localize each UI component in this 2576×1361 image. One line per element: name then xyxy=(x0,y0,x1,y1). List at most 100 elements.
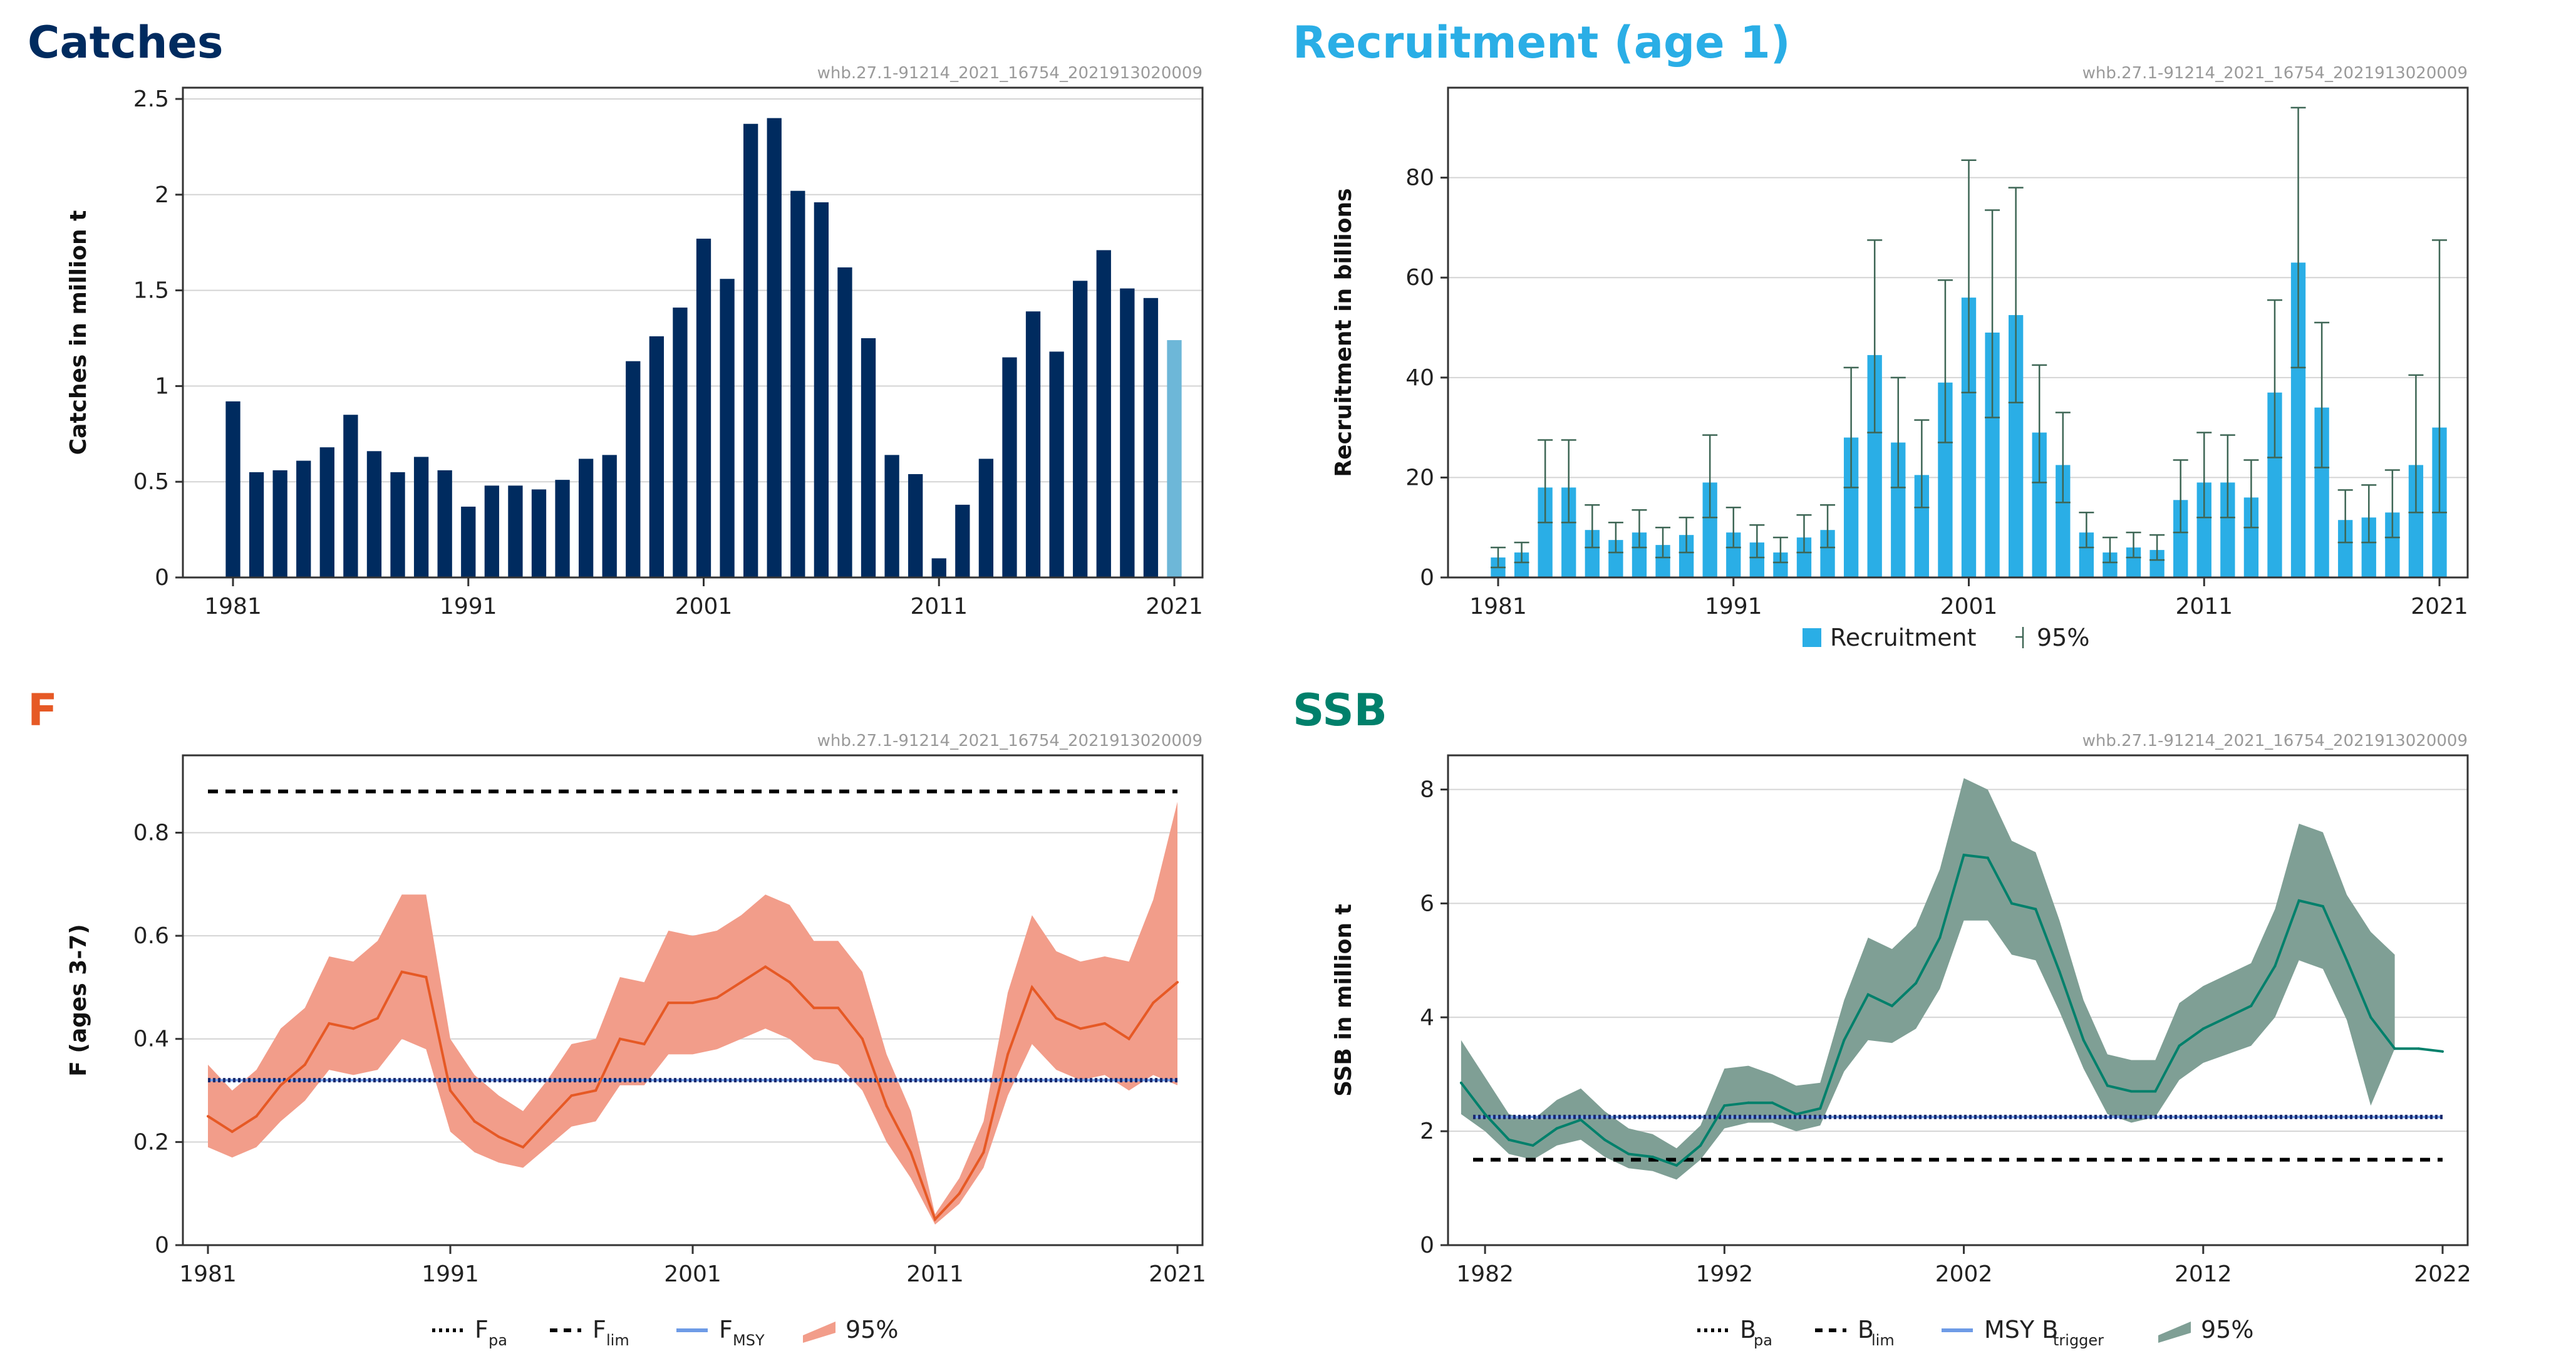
plot-frame xyxy=(182,86,1204,579)
recruitment-bar-1988 xyxy=(1655,545,1670,577)
recruitment-bar-1999 xyxy=(1914,475,1929,577)
recruitment-ci-2015 xyxy=(2290,106,2306,369)
legend-label-subscript: lim xyxy=(606,1332,629,1349)
chart-title: Catches xyxy=(28,17,224,68)
ssb-point-2013 xyxy=(2226,1016,2228,1019)
x-tick-label: 2011 xyxy=(910,594,968,619)
f-legend-item: 95% xyxy=(803,1316,898,1343)
ssb-point-2019 xyxy=(2369,1016,2372,1019)
f-point-1998 xyxy=(618,1037,621,1040)
recruitment-ci-2009 xyxy=(2149,534,2165,561)
recruitment-bar-1989 xyxy=(1679,535,1694,577)
recruitment-ci-2002 xyxy=(1985,209,2000,418)
recruitment-ci-1986 xyxy=(1608,521,1623,554)
f-point-2002 xyxy=(715,996,718,999)
f-point-1981 xyxy=(207,1115,209,1118)
chart-source-id: whb.27.1-91214_2021_16754_2021913020009 xyxy=(817,64,1203,83)
f-point-2008 xyxy=(861,1037,864,1040)
y-tick-label: 1 xyxy=(155,373,169,399)
x-tick-label: 1981 xyxy=(1469,594,1527,619)
ssb-point-2003 xyxy=(1986,856,1989,859)
catch-bar-2007 xyxy=(837,267,852,577)
legend-label: MSY B xyxy=(1984,1316,2058,1343)
legend-label: 95% xyxy=(2201,1316,2253,1343)
y-tick-label: 8 xyxy=(1420,777,1434,803)
recruitment-bar-2005 xyxy=(2056,465,2071,577)
f-point-1991 xyxy=(449,1089,452,1092)
recruitment-bar-1987 xyxy=(1632,532,1647,577)
y-axis-label: Catches in million t xyxy=(66,210,91,455)
f-point-1990 xyxy=(425,975,428,978)
y-tick-label: 6 xyxy=(1420,891,1434,916)
catch-bar-1998 xyxy=(626,361,641,577)
y-axis-label: Recruitment in billions xyxy=(1331,188,1357,477)
recruitment-ci-2004 xyxy=(2032,364,2047,484)
ssb-point-2011 xyxy=(2178,1044,2181,1047)
recruitment-bar-1998 xyxy=(1891,442,1906,577)
f-point-2006 xyxy=(812,1007,815,1010)
recruitment-bar-2000 xyxy=(1938,382,1953,577)
recruitment-ci-1987 xyxy=(1632,509,1647,549)
recruitment-ci-2021 xyxy=(2432,239,2447,514)
legend-label: F xyxy=(592,1316,606,1343)
ssb-point-2002 xyxy=(1962,854,1965,857)
f-point-2018 xyxy=(1103,1022,1106,1025)
recruitment-ci-1999 xyxy=(1914,419,1930,509)
chart-source-id: whb.27.1-91214_2021_16754_2021913020009 xyxy=(2082,732,2468,750)
f-point-2003 xyxy=(740,981,743,984)
ssb-point-2022 xyxy=(2441,1050,2444,1053)
recruitment-ci-1982 xyxy=(1514,541,1529,564)
x-tick-label: 1992 xyxy=(1696,1261,1754,1287)
ssb-confidence-band xyxy=(1461,778,2395,1180)
recruitment-bar-2018 xyxy=(2361,517,2376,577)
recruitment-ci-1995 xyxy=(1820,504,1836,549)
f-point-2016 xyxy=(1055,1017,1058,1020)
recruitment-ci-2007 xyxy=(2102,536,2118,564)
legend-label-subscript: trigger xyxy=(2053,1332,2104,1349)
recruitment-ci-2001 xyxy=(1961,159,1977,394)
recruitment-ci-1985 xyxy=(1585,504,1600,549)
f-point-1985 xyxy=(303,1063,306,1066)
y-tick-label: 0 xyxy=(155,1233,169,1258)
ssb-point-1997 xyxy=(1843,1038,1846,1042)
ssb-point-2000 xyxy=(1915,981,1918,985)
y-tick-label: 1.5 xyxy=(133,278,169,304)
ssb-chart: 0 2 4 6 8 1982 1992 2002 2012 2022 SSB whb.27.1-912… xyxy=(1293,685,2471,1349)
recruitment-bar-1994 xyxy=(1796,537,1812,577)
y-tick-label: 2 xyxy=(155,182,169,208)
catch-bar-2009 xyxy=(884,455,899,577)
catch-bar-1986 xyxy=(343,415,358,577)
y-tick-label: 0 xyxy=(1420,1233,1434,1258)
catch-bar-2010 xyxy=(908,474,923,577)
recruitment-bar-2012 xyxy=(2220,482,2235,577)
chart-title: SSB xyxy=(1293,685,1387,736)
ssb-point-2016 xyxy=(2297,899,2300,902)
recruitment-bar-2007 xyxy=(2103,552,2118,577)
recruitment-bar-2001 xyxy=(1961,298,1977,577)
x-tick-label: 2021 xyxy=(1146,594,1203,619)
catch-bar-2017 xyxy=(1073,281,1088,577)
ssb-point-1985 xyxy=(1555,1127,1558,1130)
recruitment-bar-2014 xyxy=(2267,392,2282,577)
x-tick-label: 2012 xyxy=(2175,1261,2232,1287)
f-point-2005 xyxy=(788,981,791,984)
f-legend-item: F MSY xyxy=(676,1316,765,1349)
recruitment-bar-1982 xyxy=(1514,552,1529,577)
recruitment-ci-2008 xyxy=(2126,531,2141,559)
ssb-point-1995 xyxy=(1795,1112,1798,1115)
catch-bar-2011 xyxy=(931,558,946,577)
f-point-2012 xyxy=(958,1192,961,1195)
catch-bar-2004 xyxy=(767,118,782,577)
f-point-1995 xyxy=(546,1120,549,1123)
catch-bar-1987 xyxy=(366,451,382,577)
f-point-1986 xyxy=(328,1022,331,1025)
recruitment-ci-2012 xyxy=(2220,434,2235,519)
ssb-point-1984 xyxy=(1531,1144,1534,1147)
f-point-2010 xyxy=(909,1151,913,1154)
recruitment-bar-1986 xyxy=(1608,540,1623,577)
recruitment-bar-1993 xyxy=(1773,552,1788,577)
recruitment-ci-2014 xyxy=(2267,299,2282,458)
legend-label: 95% xyxy=(846,1316,898,1343)
recruitment-bar-2015 xyxy=(2290,262,2306,577)
